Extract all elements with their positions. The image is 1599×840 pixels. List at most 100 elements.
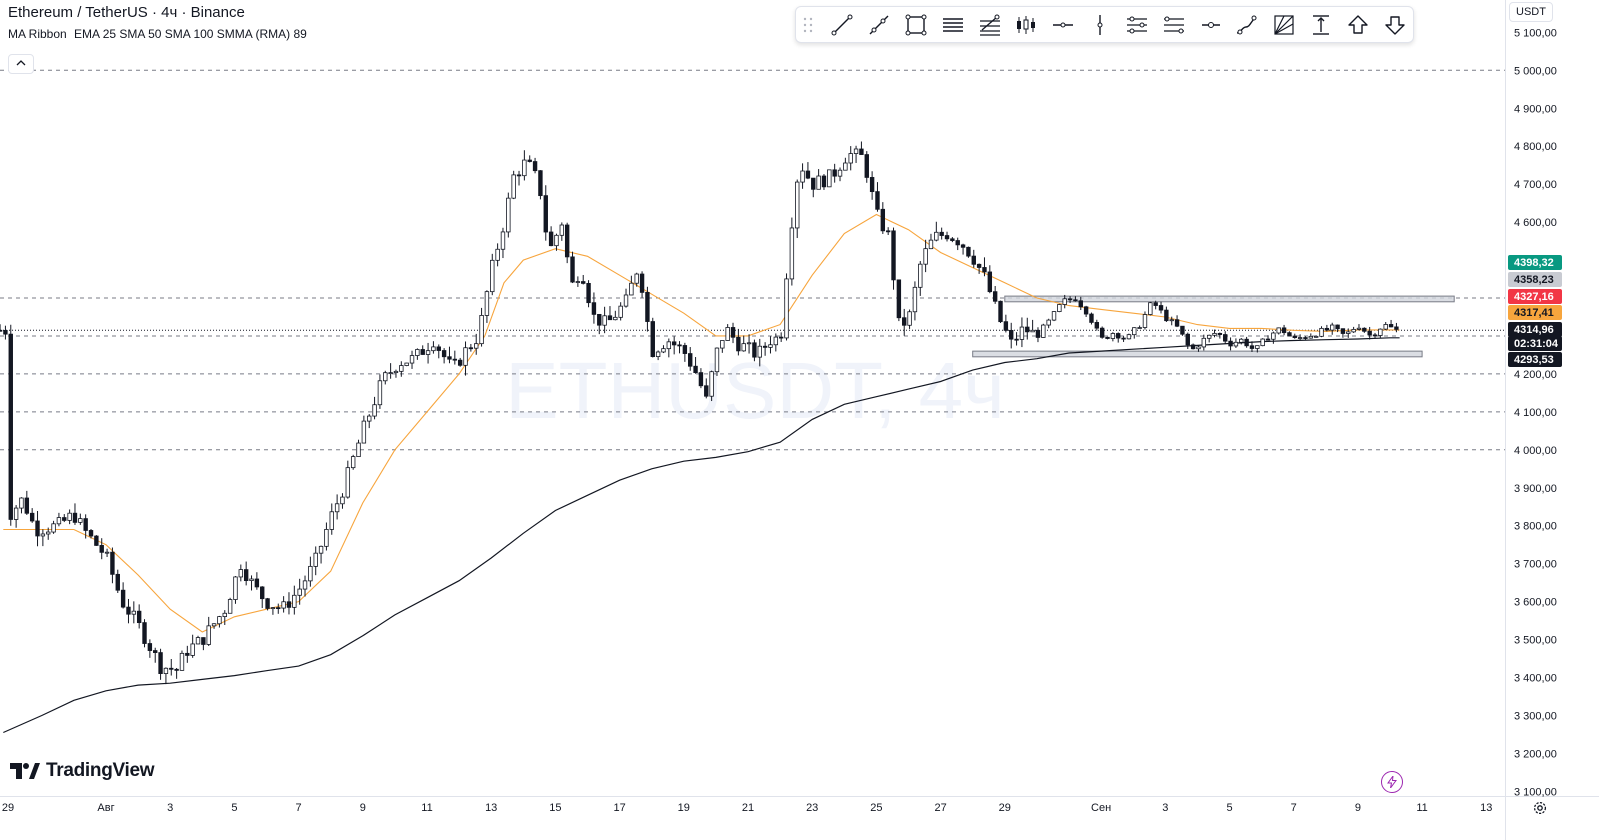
vertical-line-tool[interactable] xyxy=(1082,10,1119,40)
time-tick-label: Сен xyxy=(1091,802,1111,814)
brush-icon xyxy=(1237,15,1257,34)
candle-body xyxy=(1180,325,1185,335)
horizontal-ray-tool[interactable] xyxy=(1192,10,1229,40)
candle-body xyxy=(99,545,104,553)
chart-settings-button[interactable] xyxy=(1530,798,1550,818)
horizontal-line-icon xyxy=(1053,22,1074,27)
candle-body xyxy=(1057,304,1062,312)
fib-retracement-tool[interactable] xyxy=(971,10,1008,40)
candle-body xyxy=(773,336,779,346)
candle-body xyxy=(318,545,324,554)
lightning-button[interactable] xyxy=(1381,771,1403,793)
candle-body xyxy=(115,573,120,591)
moving-averages xyxy=(3,213,1400,734)
candle-body xyxy=(971,255,976,265)
candle-body xyxy=(131,610,137,615)
candle-body xyxy=(581,281,586,284)
candle-body xyxy=(1362,327,1367,332)
candle-body xyxy=(982,267,987,273)
price-tag-box xyxy=(1508,322,1562,337)
candle-body xyxy=(1308,335,1314,339)
candle-body xyxy=(420,349,425,355)
chevron-up-icon xyxy=(16,60,26,66)
parallel-channel-tool[interactable] xyxy=(934,10,971,40)
candle-body xyxy=(8,333,13,520)
candle-body xyxy=(126,606,131,615)
price-tag-box xyxy=(1508,305,1562,320)
candle-body xyxy=(404,362,409,366)
candle-body xyxy=(13,507,19,520)
drag-handle-icon[interactable] xyxy=(800,14,816,36)
trend-line-tool[interactable] xyxy=(824,10,861,40)
candle-body xyxy=(40,533,46,537)
candle-body xyxy=(72,512,78,523)
candle-body xyxy=(383,372,388,382)
candle-body xyxy=(885,230,891,233)
time-tick-label: 25 xyxy=(870,802,882,814)
horizontal-line-tool[interactable] xyxy=(1045,10,1082,40)
candle-body xyxy=(479,315,484,345)
candle-body xyxy=(575,281,581,283)
regression-trend-tool[interactable] xyxy=(1155,10,1192,40)
candle-body xyxy=(1067,298,1073,301)
candle-body xyxy=(201,637,206,645)
time-tick-label: 29 xyxy=(2,802,14,814)
pitchfork-tool[interactable] xyxy=(1119,10,1156,40)
arrow-down-tool[interactable] xyxy=(1376,10,1413,40)
candle-body xyxy=(1281,327,1287,334)
candle-body xyxy=(864,154,869,178)
gann-fan-tool[interactable] xyxy=(1266,10,1303,40)
ray-tool[interactable] xyxy=(861,10,898,40)
candle-body xyxy=(623,294,629,307)
arrow-up-tool[interactable] xyxy=(1339,10,1376,40)
candle-body xyxy=(495,248,500,261)
candle-body xyxy=(431,346,436,352)
candle-body xyxy=(1003,321,1009,331)
candle-body xyxy=(859,148,864,155)
time-tick-label: 9 xyxy=(1355,802,1361,814)
candle-body xyxy=(361,420,367,444)
price-tick-label: 4 700,00 xyxy=(1514,179,1557,191)
symbol-title[interactable]: Ethereum / TetherUS · 4ч · Binance xyxy=(8,4,245,21)
candle-body xyxy=(490,259,495,293)
candles-tool[interactable] xyxy=(1008,10,1045,40)
time-tick-label: 29 xyxy=(999,802,1011,814)
candle-body xyxy=(1340,328,1346,334)
candle-body xyxy=(564,224,570,258)
candle-body xyxy=(329,511,334,530)
price-tick-label: 3 900,00 xyxy=(1514,483,1557,495)
collapse-legend-button[interactable] xyxy=(8,54,34,74)
candle-body xyxy=(789,227,795,280)
candle-body xyxy=(169,667,174,670)
candle-body xyxy=(853,148,859,154)
candle-body xyxy=(811,177,816,190)
ray-icon xyxy=(869,15,889,34)
candle-body xyxy=(875,191,880,210)
candle-body xyxy=(377,380,383,406)
price-scale: 5 100,00 5 000,00 4 900,00 4 800,00 4 700,00… xyxy=(1507,0,1599,798)
price-tag-label: 4398,32 xyxy=(1514,257,1554,269)
price-tag-label: 4293,53 xyxy=(1514,354,1554,366)
candle-body xyxy=(179,652,185,671)
candle-body xyxy=(762,345,768,348)
candle-body xyxy=(527,159,532,162)
rectangle-tool[interactable] xyxy=(898,10,935,40)
tradingview-logo[interactable]: TradingView xyxy=(10,760,155,782)
price-tick-label: 4 100,00 xyxy=(1514,407,1557,419)
indicator-legend[interactable]: MA Ribbon EMA 25 SMA 50 SMA 100 SMMA (RM… xyxy=(8,27,307,41)
candle-body xyxy=(1372,334,1378,337)
price-tick-label: 4 000,00 xyxy=(1514,445,1557,457)
candle-body xyxy=(570,256,575,283)
candle-body xyxy=(1137,327,1142,329)
brush-tool[interactable] xyxy=(1229,10,1266,40)
price-range-tool[interactable] xyxy=(1303,10,1340,40)
price-tag-label: 4314,96 xyxy=(1514,324,1554,336)
candle-body xyxy=(955,240,960,246)
time-tick-label: 11 xyxy=(1416,802,1427,814)
candle-body xyxy=(67,512,72,521)
candle-body xyxy=(960,244,966,248)
currency-selector[interactable]: USDT xyxy=(1509,2,1553,22)
candle-body xyxy=(222,612,227,617)
candle-body xyxy=(1351,328,1356,333)
